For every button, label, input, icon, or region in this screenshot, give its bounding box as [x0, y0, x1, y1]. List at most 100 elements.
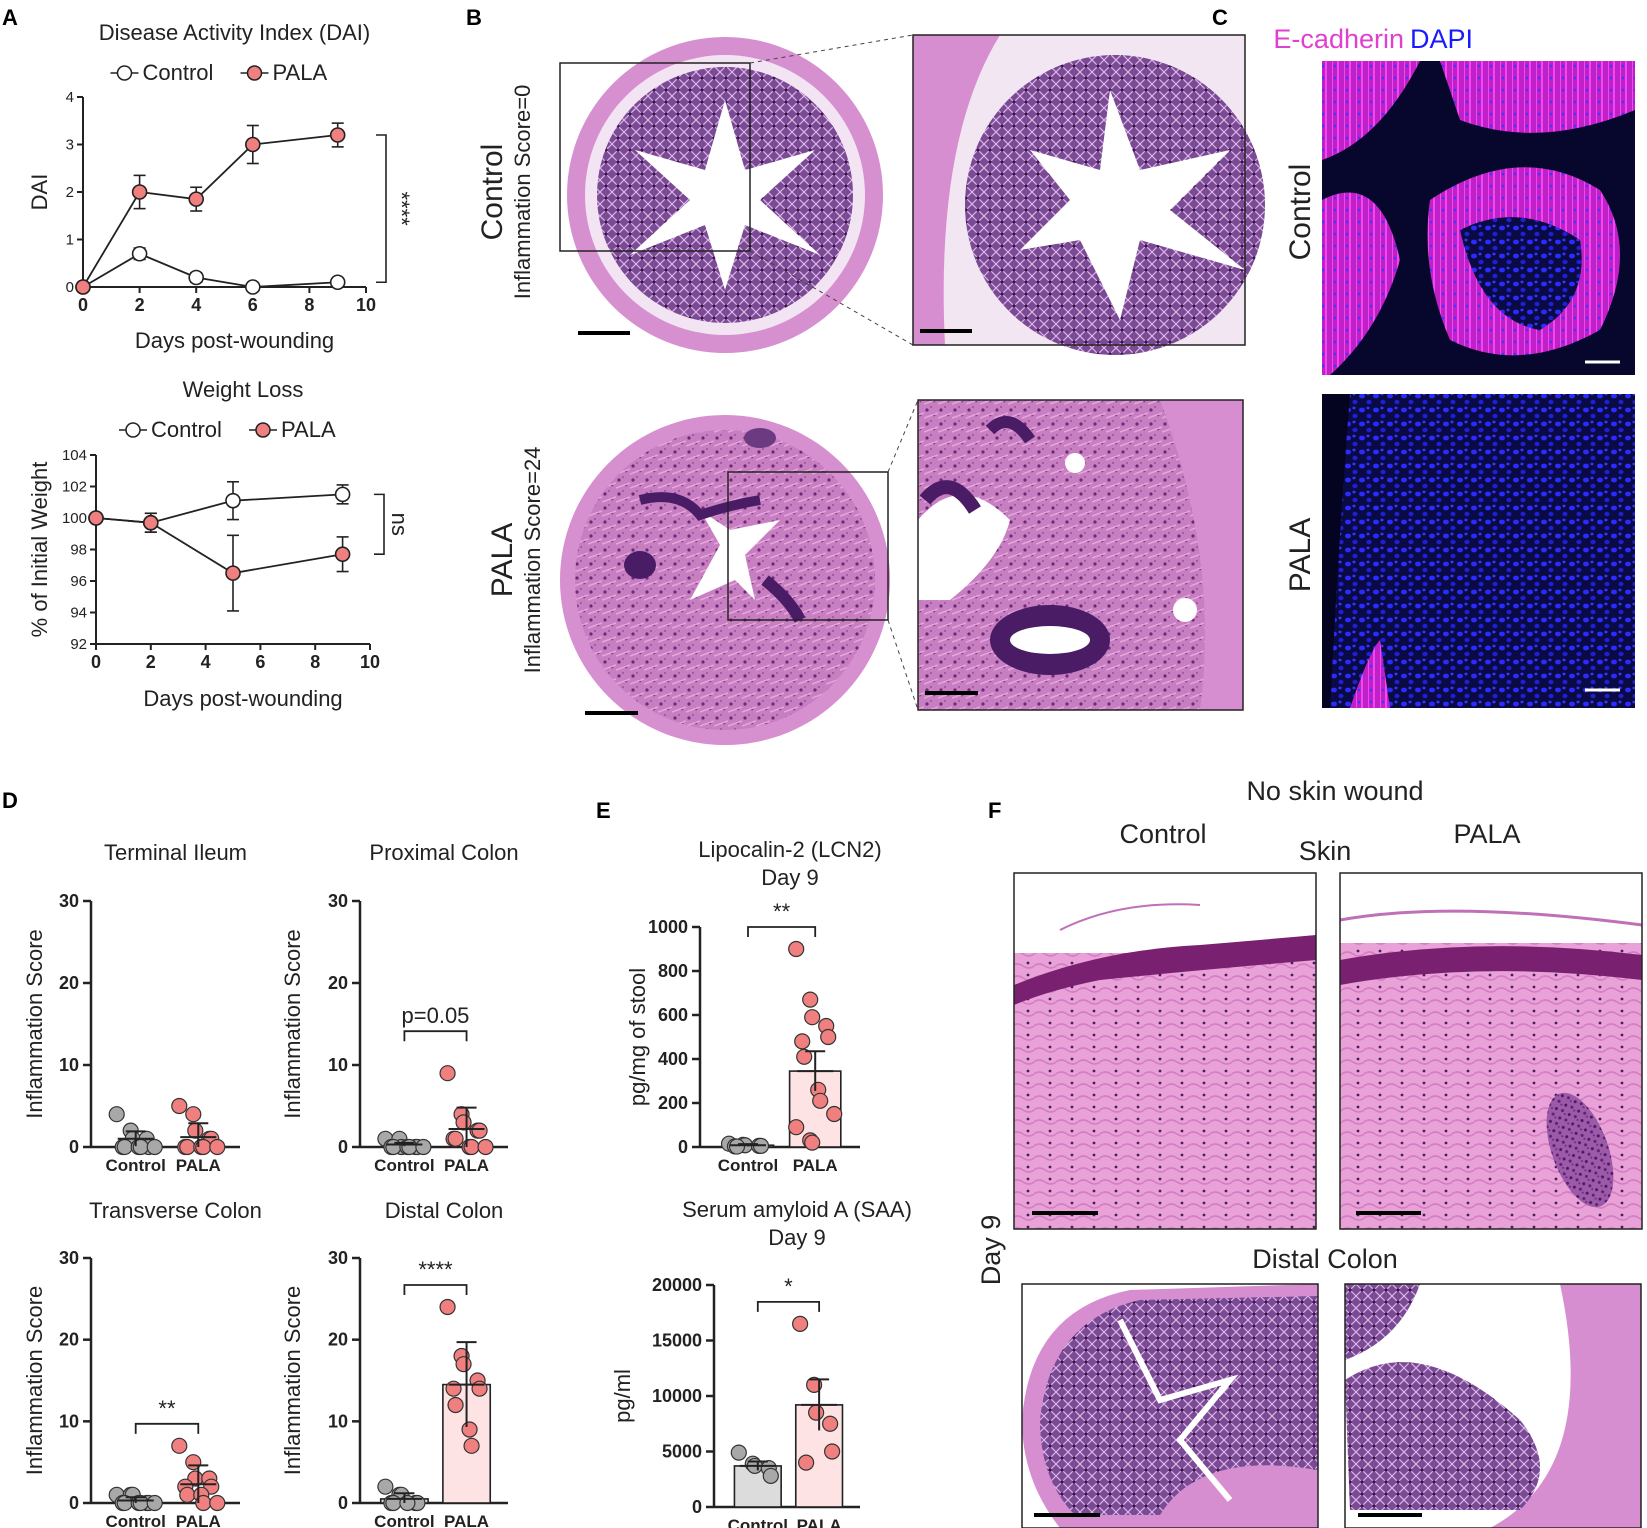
y-tick-label: 30 [328, 891, 348, 911]
legend-label: PALA [281, 417, 336, 442]
x-tick-label: 4 [191, 295, 201, 315]
y-tick-label: 20 [59, 973, 79, 993]
panel-label-b: B [466, 5, 482, 30]
x-axis-label: Days post-wounding [143, 686, 342, 711]
chart-title: Lipocalin-2 (LCN2) [698, 837, 881, 862]
chart-lcn2: Lipocalin-2 (LCN2) Day 9 0 200 400 600 800 1000… [625, 837, 882, 1175]
data-point-pala [334, 546, 351, 563]
y-tick-label: 30 [59, 891, 79, 911]
y-tick-label: 10000 [652, 1386, 702, 1406]
significance-label: * [784, 1274, 793, 1299]
x-tick-label: 2 [135, 295, 145, 315]
x-tick-label: 10 [360, 652, 380, 672]
y-axis-label: DAI [27, 174, 52, 211]
panel-f-control-label: Control [1119, 819, 1206, 849]
panel-f: No skin wound Control PALA Skin Distal C… [976, 776, 1643, 1528]
significance-bracket [403, 1030, 468, 1042]
significance-label: **** [389, 192, 414, 227]
data-point-control [108, 1106, 125, 1123]
data-point-pala [209, 1138, 226, 1156]
panel-b-control-label: Control [476, 144, 509, 241]
y-tick-label: 1000 [648, 917, 688, 937]
y-tick-label: 1 [66, 232, 74, 249]
data-point-pala [804, 1134, 821, 1151]
chart-subtitle: Day 9 [761, 865, 818, 890]
series-line-control [82, 252, 338, 288]
data-point-pala [820, 1028, 837, 1046]
data-point-pala [171, 1097, 188, 1115]
legend-label: PALA [273, 60, 328, 85]
chart-transverse-colon: Transverse Colon 0 10 20 30 Inflammation Scor… [22, 1198, 262, 1528]
y-tick-label: 800 [658, 961, 688, 981]
legend-marker [116, 65, 133, 81]
y-axis-label: Inflammation Score [280, 929, 305, 1119]
data-point-control [131, 245, 148, 262]
y-tick-label: 100 [62, 510, 87, 527]
data-point-pala [812, 1092, 829, 1109]
x-axis-label: Days post-wounding [135, 328, 334, 353]
data-point-pala [209, 1494, 226, 1512]
chart-subtitle: Day 9 [768, 1225, 825, 1250]
data-point-control [146, 1138, 163, 1156]
panel-label-e: E [596, 798, 611, 823]
y-tick-label: 0 [338, 1137, 348, 1157]
x-tick-label: Control [374, 1156, 434, 1175]
data-point-pala [455, 1114, 472, 1131]
data-point-pala [788, 1119, 805, 1136]
data-point-pala [329, 127, 346, 143]
y-tick-label: 400 [658, 1049, 688, 1069]
y-tick-label: 102 [62, 479, 87, 496]
y-tick-label: 0 [69, 1493, 79, 1513]
legend-marker [246, 65, 263, 81]
x-tick-label: Control [718, 1156, 778, 1175]
data-point-pala [131, 184, 148, 200]
y-tick-label: 600 [658, 1005, 688, 1025]
panel-c-pala-label: PALA [1284, 518, 1317, 593]
y-tick-label: 0 [66, 279, 74, 296]
y-tick-label: 10 [328, 1055, 348, 1075]
data-point-control [385, 1138, 402, 1156]
panel-c-control-image [1322, 61, 1635, 375]
data-point-control [730, 1444, 747, 1461]
significance-bracket [374, 493, 385, 556]
significance-label: p=0.05 [402, 1003, 470, 1028]
data-point-pala [798, 1454, 815, 1471]
data-point-pala [439, 1298, 456, 1316]
y-tick-label: 98 [70, 542, 87, 559]
chart-terminal-ileum: Terminal Ileum 0 10 20 30 Inflammation Score C… [22, 840, 247, 1175]
significance-bracket [376, 134, 387, 284]
x-tick-label: 10 [356, 295, 376, 315]
x-tick-label: Control [105, 1156, 165, 1175]
y-tick-label: 2 [66, 184, 74, 201]
y-tick-label: 10 [59, 1411, 79, 1431]
significance-bracket [134, 1422, 200, 1434]
data-point-pala [225, 565, 241, 581]
data-point-pala [171, 1437, 188, 1454]
y-tick-label: 92 [70, 636, 87, 653]
significance-label: ** [158, 1396, 176, 1421]
y-axis-label: pg/ml [610, 1369, 635, 1423]
series-line-control [95, 493, 343, 524]
x-tick-label: PALA [444, 1156, 489, 1175]
panel-label-f: F [988, 798, 1001, 823]
chart-title: Transverse Colon [89, 1198, 262, 1223]
y-tick-label: 0 [692, 1497, 702, 1517]
x-tick-label: 4 [201, 652, 211, 672]
y-tick-label: 96 [70, 573, 87, 590]
data-point-control [116, 1138, 133, 1156]
significance-label: ns [387, 513, 412, 536]
legend: Control PALA [110, 60, 328, 85]
data-point-pala [463, 1437, 480, 1454]
panel-f-title: No skin wound [1246, 776, 1423, 806]
y-tick-label: 104 [62, 447, 87, 464]
legend-marker [125, 422, 141, 438]
data-point-control [377, 1478, 394, 1495]
colon-control-image [1021, 1283, 1319, 1528]
data-point-control [188, 269, 204, 286]
panel-label-a: A [2, 5, 18, 30]
data-point-pala [179, 1138, 196, 1156]
data-point-pala [826, 1105, 843, 1123]
y-tick-label: 200 [658, 1093, 688, 1113]
panel-c: E-cadherin DAPI Control PALA [1273, 24, 1635, 708]
x-tick-label: 6 [248, 295, 258, 315]
